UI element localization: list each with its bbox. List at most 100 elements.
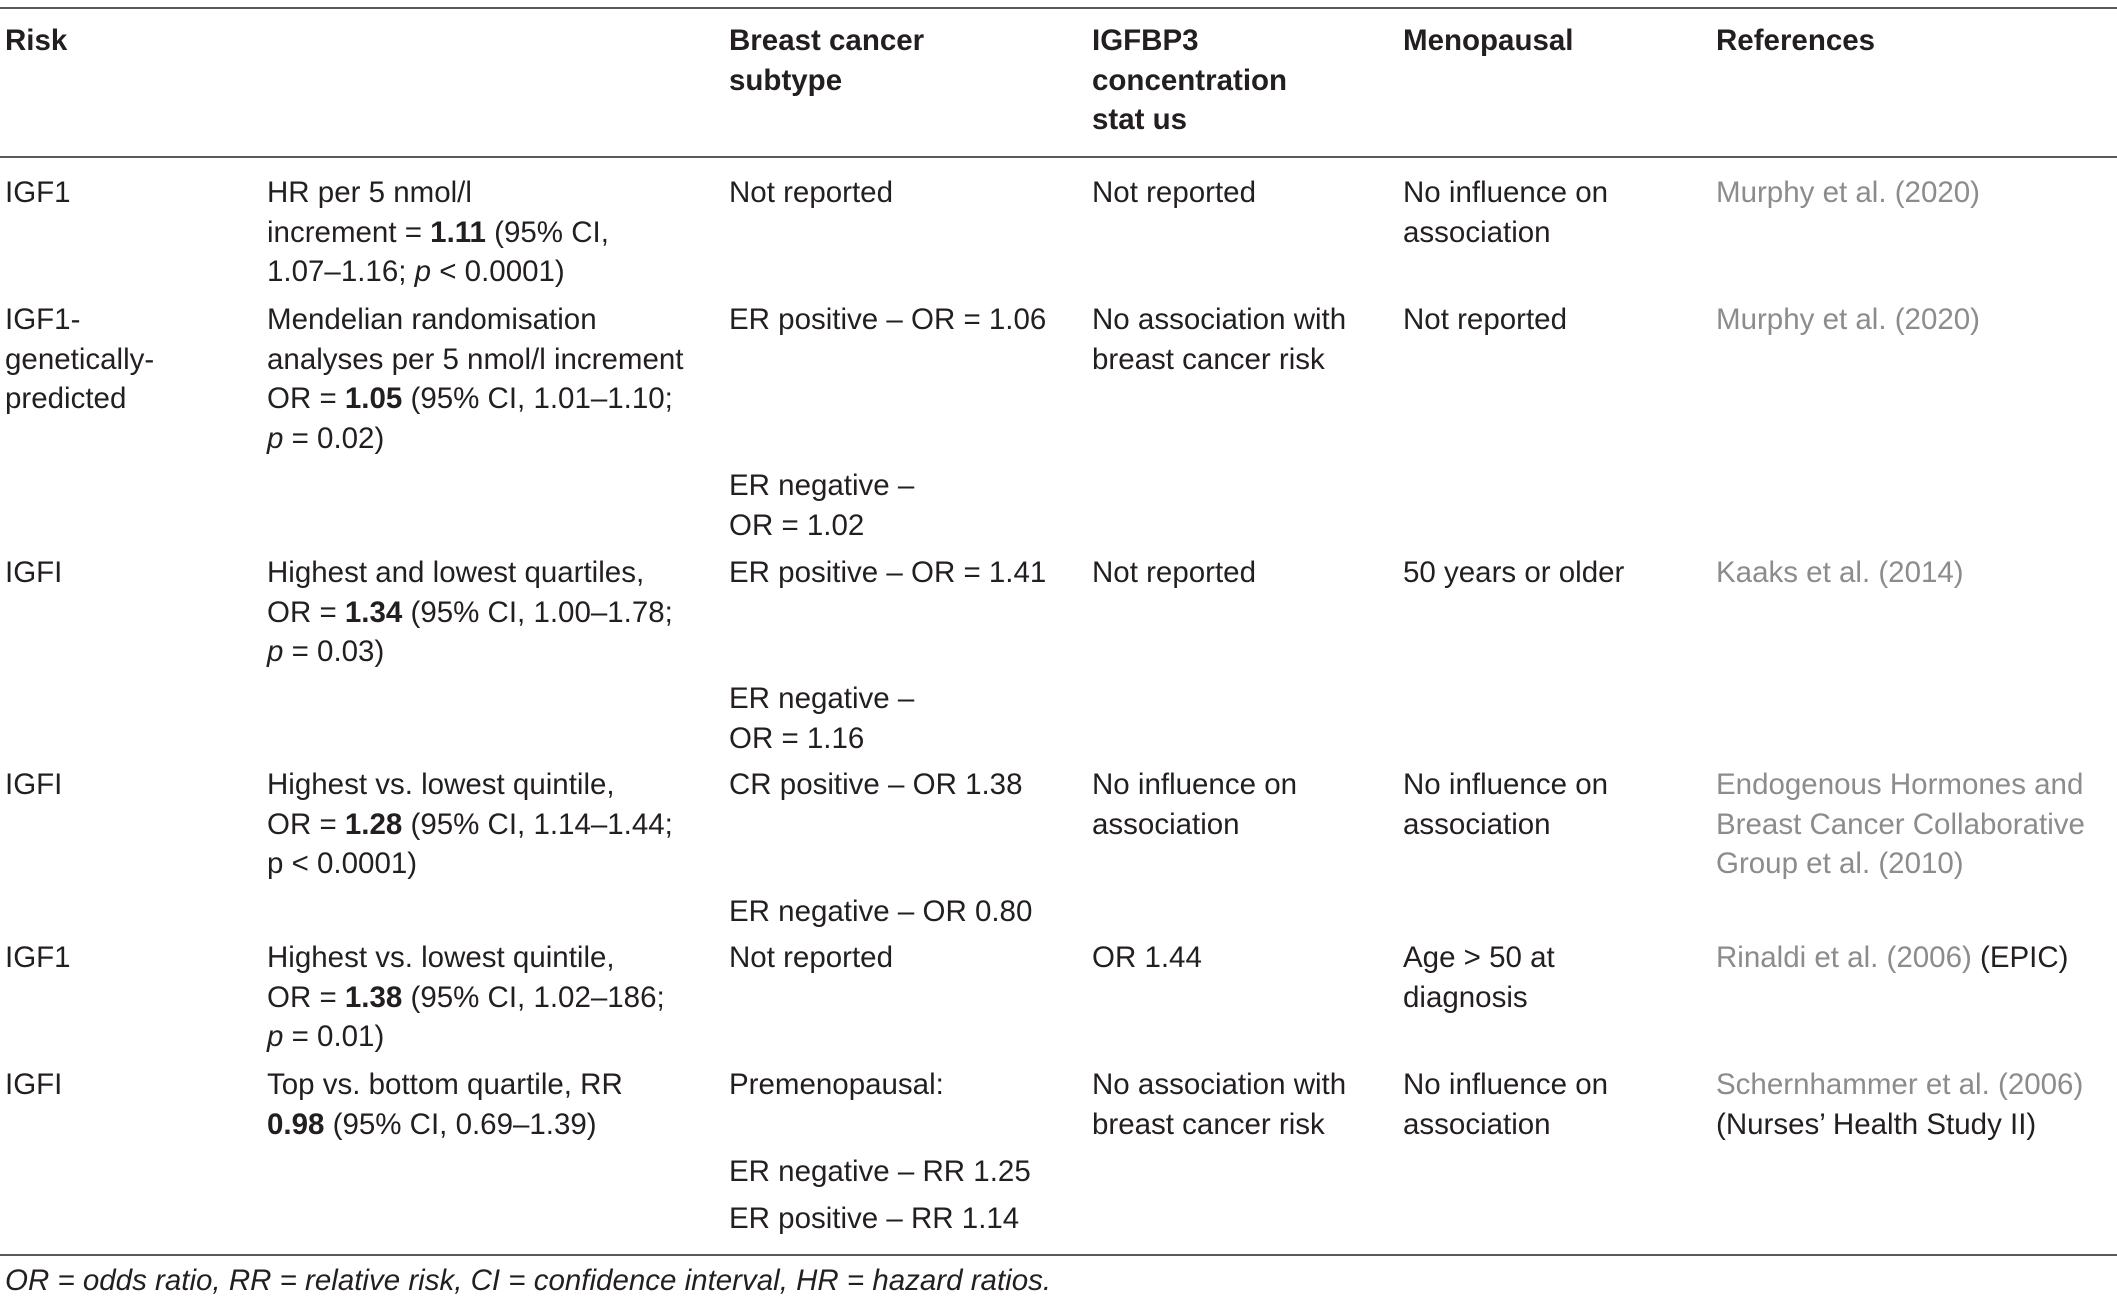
- header-igfbp3: stat us: [1092, 100, 1187, 140]
- risk-text: predicted: [5, 382, 127, 415]
- measure-text: HR per 5 nmol/l: [267, 176, 472, 209]
- subtype-cell: Not reported: [729, 938, 893, 978]
- igfbp3-cell: breast cancer risk: [1092, 340, 1325, 380]
- header-igfbp3: IGFBP3: [1092, 21, 1199, 61]
- reference-cell: Group et al. (2010): [1716, 844, 1964, 884]
- subtype-text: CR positive – OR 1.38: [729, 768, 1023, 801]
- menopausal-text: association: [1403, 807, 1551, 841]
- measure-text: (95% CI,: [485, 215, 609, 249]
- risk-text: IGF1: [5, 176, 71, 209]
- subtype-text: ER negative –: [729, 469, 915, 502]
- measure-cell: p = 0.02): [267, 419, 384, 459]
- igfbp3-text: No association with: [1092, 1068, 1347, 1101]
- estimate-value: 1.28: [344, 807, 403, 841]
- menopausal-text: association: [1403, 1107, 1551, 1141]
- measure-cell: Highest and lowest quartiles,: [267, 553, 644, 593]
- header-text: concentration: [1092, 63, 1288, 97]
- subtype-text: OR = 1.02: [729, 508, 865, 542]
- measure-text: OR =: [267, 595, 345, 629]
- igfbp3-cell: Not reported: [1092, 173, 1256, 213]
- measure-text: p < 0.0001): [267, 847, 418, 880]
- measure-text: 1.07–1.16;: [267, 255, 415, 288]
- reference-cell: Schernhammer et al. (2006): [1716, 1065, 2083, 1105]
- igfbp3-text: breast cancer risk: [1092, 342, 1325, 376]
- measure-cell: 0.98 (95% CI, 0.69–1.39): [267, 1105, 597, 1145]
- estimate-value: 1.38: [344, 980, 403, 1014]
- header-text: subtype: [729, 63, 843, 97]
- estimate-value: 0.98: [267, 1107, 325, 1141]
- reference-link: Kaaks et al. (2014): [1716, 556, 1964, 589]
- measure-cell: OR = 1.05 (95% CI, 1.01–1.10;: [267, 379, 673, 419]
- subtype-cell: OR = 1.02: [729, 506, 864, 546]
- measure-text: = 0.03): [283, 635, 385, 668]
- risk-text: IGF1-: [5, 303, 81, 336]
- risk-cell: IGFI: [5, 765, 62, 805]
- menopausal-cell: No influence on: [1403, 765, 1608, 805]
- reference-link: Group et al. (2010): [1716, 847, 1964, 880]
- subtype-text: Not reported: [729, 941, 893, 974]
- menopausal-text: No influence on: [1403, 176, 1609, 209]
- header-menopausal: Menopausal: [1403, 21, 1573, 61]
- p-value-symbol: p: [267, 635, 284, 668]
- subtype-cell: ER negative – OR 0.80: [729, 892, 1032, 932]
- igfbp3-text: breast cancer risk: [1092, 1107, 1325, 1141]
- measure-cell: increment = 1.11 (95% CI,: [267, 213, 609, 253]
- p-value-symbol: p: [267, 421, 284, 455]
- risk-cell: IGFI: [5, 1065, 62, 1105]
- measure-text: increment =: [267, 215, 431, 249]
- menopausal-cell: association: [1403, 805, 1551, 845]
- measure-text: (95% CI, 1.02–186;: [402, 980, 665, 1014]
- menopausal-cell: No influence on: [1403, 1065, 1608, 1105]
- risk-cell: IGF1: [5, 938, 71, 978]
- subtype-text: ER positive – OR = 1.06: [729, 303, 1047, 336]
- header-text: Breast cancer: [729, 24, 925, 57]
- reference-note: (EPIC): [1971, 941, 2069, 974]
- subtype-cell: Not reported: [729, 173, 893, 213]
- header-igfbp3: concentration: [1092, 61, 1287, 101]
- reference-cell: Murphy et al. (2020): [1716, 173, 1980, 213]
- menopausal-cell: 50 years or older: [1403, 553, 1624, 593]
- subtype-text: OR = 1.16: [729, 721, 865, 755]
- subtype-cell: ER negative –: [729, 679, 914, 719]
- igfbp3-text: No influence on: [1092, 768, 1298, 801]
- measure-cell: analyses per 5 nmol/l increment: [267, 340, 683, 380]
- header-rule: [0, 156, 2117, 158]
- risk-text: IGF1: [5, 941, 71, 974]
- reference-cell: Breast Cancer Collaborative: [1716, 805, 2085, 845]
- table-footnote: OR = odds ratio, RR = relative risk, CI …: [5, 1261, 1051, 1301]
- header-references: References: [1716, 21, 1875, 61]
- menopausal-cell: No influence on: [1403, 173, 1608, 213]
- measure-cell: p < 0.0001): [267, 844, 417, 884]
- subtype-text: ER negative – OR 0.80: [729, 895, 1033, 928]
- bottom-rule: [0, 1254, 2117, 1256]
- subtype-text: ER positive – RR 1.14: [729, 1202, 1020, 1235]
- measure-cell: p = 0.03): [267, 632, 384, 672]
- p-value-symbol: p: [414, 255, 432, 288]
- footnote-text: OR = odds ratio, RR = relative risk, CI …: [5, 1264, 1052, 1297]
- reference-link: Breast Cancer Collaborative: [1716, 807, 2085, 841]
- menopausal-cell: diagnosis: [1403, 978, 1528, 1018]
- measure-text: (95% CI, 0.69–1.39): [324, 1107, 597, 1141]
- menopausal-text: Not reported: [1403, 303, 1567, 336]
- subtype-cell: CR positive – OR 1.38: [729, 765, 1023, 805]
- subtype-cell: ER positive – RR 1.14: [729, 1199, 1019, 1239]
- measure-text: Highest and lowest quartiles,: [267, 556, 645, 589]
- menopausal-text: Age > 50 at: [1403, 941, 1555, 974]
- igfbp3-cell: association: [1092, 805, 1240, 845]
- measure-cell: HR per 5 nmol/l: [267, 173, 472, 213]
- igfbp3-cell: Not reported: [1092, 553, 1256, 593]
- reference-cell: (Nurses’ Health Study II): [1716, 1105, 2036, 1145]
- estimate-value: 1.34: [344, 595, 403, 629]
- measure-text: OR =: [267, 980, 345, 1014]
- risk-cell: predicted: [5, 379, 126, 419]
- header-text: Menopausal: [1403, 24, 1574, 57]
- subtype-cell: ER positive – OR = 1.41: [729, 553, 1046, 593]
- measure-cell: p = 0.01): [267, 1017, 384, 1057]
- igfbp3-text: Not reported: [1092, 556, 1256, 589]
- subtype-text: ER negative –: [729, 682, 915, 715]
- subtype-cell: ER negative – RR 1.25: [729, 1152, 1031, 1192]
- reference-cell: Endogenous Hormones and: [1716, 765, 2083, 805]
- subtype-text: ER positive – OR = 1.41: [729, 556, 1047, 589]
- menopausal-cell: association: [1403, 1105, 1551, 1145]
- measure-text: = 0.02): [283, 421, 385, 455]
